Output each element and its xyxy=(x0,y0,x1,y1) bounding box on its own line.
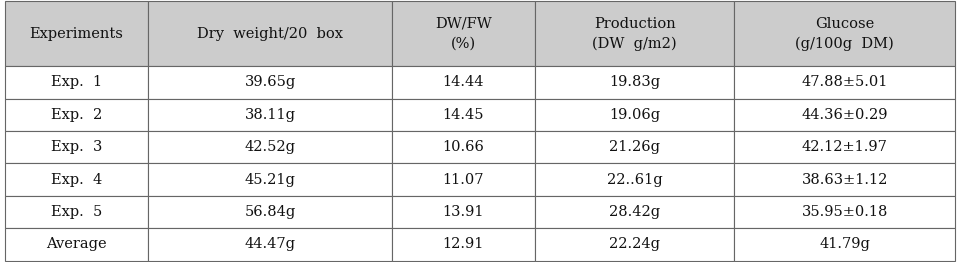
Text: 11.07: 11.07 xyxy=(443,173,484,187)
Bar xyxy=(149,66,392,99)
Bar xyxy=(392,131,536,163)
Text: Production
(DW  g/m2): Production (DW g/m2) xyxy=(592,17,677,51)
Bar xyxy=(149,131,392,163)
Text: Exp.  4: Exp. 4 xyxy=(51,173,103,187)
Text: 28.42g: 28.42g xyxy=(610,205,660,219)
Bar xyxy=(5,66,149,99)
Text: 44.36±0.29: 44.36±0.29 xyxy=(802,108,888,122)
Text: 14.44: 14.44 xyxy=(443,75,484,89)
Text: 47.88±5.01: 47.88±5.01 xyxy=(802,75,888,89)
Bar xyxy=(149,163,392,196)
Text: 39.65g: 39.65g xyxy=(245,75,296,89)
Bar xyxy=(734,66,955,99)
Bar xyxy=(149,228,392,261)
Text: Exp.  1: Exp. 1 xyxy=(51,75,102,89)
Text: 45.21g: 45.21g xyxy=(245,173,296,187)
Bar xyxy=(5,228,149,261)
Text: 56.84g: 56.84g xyxy=(245,205,296,219)
Bar xyxy=(5,131,149,163)
Text: Exp.  3: Exp. 3 xyxy=(51,140,103,154)
Bar xyxy=(734,196,955,228)
Bar xyxy=(536,66,734,99)
Bar xyxy=(734,163,955,196)
Bar xyxy=(5,196,149,228)
Bar xyxy=(5,1,149,66)
Bar xyxy=(536,131,734,163)
Bar xyxy=(392,163,536,196)
Bar xyxy=(734,228,955,261)
Bar xyxy=(734,99,955,131)
Text: 42.52g: 42.52g xyxy=(245,140,296,154)
Bar xyxy=(536,228,734,261)
Bar xyxy=(5,99,149,131)
Text: 19.83g: 19.83g xyxy=(610,75,660,89)
Bar xyxy=(536,163,734,196)
Text: 21.26g: 21.26g xyxy=(610,140,660,154)
Bar xyxy=(149,196,392,228)
Text: Average: Average xyxy=(46,237,107,252)
Text: Exp.  5: Exp. 5 xyxy=(51,205,103,219)
Text: 22..61g: 22..61g xyxy=(607,173,662,187)
Text: Experiments: Experiments xyxy=(30,27,124,41)
Text: 42.12±1.97: 42.12±1.97 xyxy=(802,140,888,154)
Bar xyxy=(734,1,955,66)
Text: 38.11g: 38.11g xyxy=(245,108,296,122)
Bar xyxy=(734,131,955,163)
Text: 35.95±0.18: 35.95±0.18 xyxy=(802,205,888,219)
Bar xyxy=(392,1,536,66)
Bar xyxy=(536,196,734,228)
Text: 19.06g: 19.06g xyxy=(610,108,660,122)
Bar xyxy=(392,99,536,131)
Text: 13.91: 13.91 xyxy=(443,205,484,219)
Text: 41.79g: 41.79g xyxy=(819,237,870,252)
Text: 22.24g: 22.24g xyxy=(610,237,660,252)
Bar xyxy=(149,99,392,131)
Text: 10.66: 10.66 xyxy=(443,140,485,154)
Text: DW/FW
(%): DW/FW (%) xyxy=(435,17,492,51)
Text: 38.63±1.12: 38.63±1.12 xyxy=(802,173,888,187)
Bar xyxy=(536,1,734,66)
Bar xyxy=(5,163,149,196)
Bar xyxy=(392,228,536,261)
Text: Exp.  2: Exp. 2 xyxy=(51,108,103,122)
Text: 12.91: 12.91 xyxy=(443,237,484,252)
Bar xyxy=(536,99,734,131)
Text: Glucose
(g/100g  DM): Glucose (g/100g DM) xyxy=(795,17,894,51)
Bar xyxy=(392,196,536,228)
Text: Dry  weight/20  box: Dry weight/20 box xyxy=(197,27,343,41)
Bar xyxy=(392,66,536,99)
Text: 44.47g: 44.47g xyxy=(245,237,296,252)
Text: 14.45: 14.45 xyxy=(443,108,484,122)
Bar xyxy=(149,1,392,66)
